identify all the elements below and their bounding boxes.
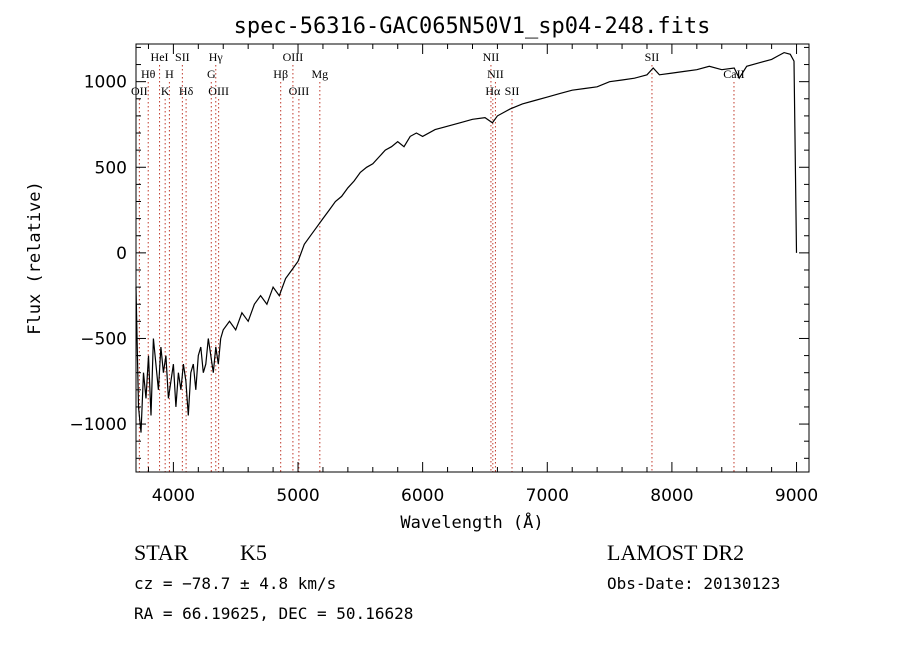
star-class: STAR	[134, 540, 189, 565]
y-axis-label: Flux (relative)	[25, 181, 45, 335]
y-axis: −1000 −500 0 500 1000	[69, 46, 809, 459]
chart-title: spec-56316-GAC065N50V1_sp04-248.fits	[234, 14, 711, 39]
x-tick-label: 5000	[276, 486, 319, 506]
x-tick-label: 6000	[401, 486, 444, 506]
spectral-line-label: Mg	[311, 67, 328, 81]
plot-frame	[135, 43, 810, 473]
x-tick-label: 7000	[526, 486, 569, 506]
y-tick-label: −1000	[69, 415, 127, 435]
x-axis-label: Wavelength (Å)	[400, 511, 543, 533]
redshift-velocity: cz = −78.7 ± 4.8 km/s	[134, 574, 337, 593]
spectral-line-label: Hθ	[141, 67, 156, 81]
y-tick-label: 0	[116, 244, 127, 264]
spectral-line-label: H	[165, 67, 174, 81]
spectral-line-label: SII	[505, 84, 520, 98]
spectral-line-label: Hγ	[209, 50, 224, 64]
x-tick-label: 8000	[650, 486, 693, 506]
observation-date: Obs-Date: 20130123	[607, 574, 781, 593]
x-axis: 4000 5000 6000 7000 8000 9000	[147, 44, 818, 506]
spectrum-series-line	[135, 51, 798, 433]
coordinates: RA = 66.19625, DEC = 50.16628	[134, 604, 414, 623]
y-tick-label: 1000	[84, 73, 127, 93]
emission-line-markers: OIIHθHeIKHSIIHδHγGOIIIHβOIIIOIIIMgNIINII…	[131, 50, 745, 472]
spectral-line-label: G	[207, 67, 216, 81]
star-subclass: K5	[240, 540, 267, 565]
spectral-line-label: OIII	[289, 84, 310, 98]
x-tick-label: 9000	[775, 486, 818, 506]
y-tick-label: 500	[95, 158, 127, 178]
x-tick-label: 4000	[152, 486, 195, 506]
spectral-line-label: OIII	[283, 50, 304, 64]
spectral-line-label: Hβ	[273, 67, 288, 81]
spectral-line-label: Hδ	[179, 84, 194, 98]
spectral-line-label: SII	[645, 50, 660, 64]
spectral-line-label: NII	[487, 67, 504, 81]
spectral-line-label: OIII	[208, 84, 229, 98]
spectral-line-label: NII	[483, 50, 500, 64]
spectral-line-label: Hα	[485, 84, 501, 98]
survey-name: LAMOST DR2	[607, 540, 745, 565]
y-tick-label: −500	[80, 329, 127, 349]
spectral-line-label: HeI	[151, 50, 169, 64]
spectral-line-label: OII	[131, 84, 148, 98]
spectral-line-label: K	[161, 84, 170, 98]
spectral-line-label: SII	[175, 50, 190, 64]
